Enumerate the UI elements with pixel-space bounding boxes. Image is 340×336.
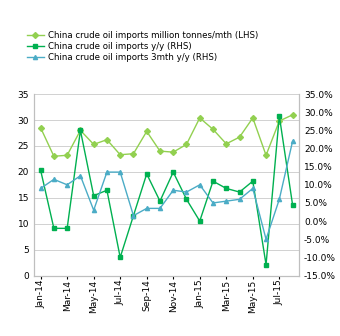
China crude oil imports 3mth y/y (RHS) — [145, 206, 149, 210]
China crude oil imports y/y (RHS) — [158, 199, 162, 203]
China crude oil imports 3mth y/y (RHS) — [39, 186, 43, 191]
China crude oil imports y/y (RHS) — [237, 190, 241, 194]
China crude oil imports y/y (RHS) — [92, 194, 96, 198]
China crude oil imports 3mth y/y (RHS) — [65, 183, 69, 187]
China crude oil imports million tonnes/mth (LHS) — [290, 113, 294, 117]
China crude oil imports y/y (RHS) — [78, 128, 82, 132]
China crude oil imports million tonnes/mth (LHS) — [224, 142, 228, 146]
China crude oil imports y/y (RHS) — [65, 226, 69, 230]
China crude oil imports million tonnes/mth (LHS) — [264, 153, 268, 157]
China crude oil imports 3mth y/y (RHS) — [131, 214, 135, 218]
China crude oil imports million tonnes/mth (LHS) — [105, 138, 109, 142]
China crude oil imports 3mth y/y (RHS) — [277, 197, 282, 201]
China crude oil imports 3mth y/y (RHS) — [251, 186, 255, 191]
China crude oil imports 3mth y/y (RHS) — [290, 139, 294, 143]
China crude oil imports y/y (RHS) — [224, 186, 228, 191]
China crude oil imports y/y (RHS) — [211, 179, 215, 183]
China crude oil imports y/y (RHS) — [251, 179, 255, 183]
China crude oil imports 3mth y/y (RHS) — [171, 188, 175, 192]
China crude oil imports y/y (RHS) — [198, 219, 202, 223]
China crude oil imports 3mth y/y (RHS) — [224, 199, 228, 203]
China crude oil imports 3mth y/y (RHS) — [78, 174, 82, 178]
China crude oil imports million tonnes/mth (LHS) — [184, 142, 188, 146]
China crude oil imports 3mth y/y (RHS) — [264, 237, 268, 241]
China crude oil imports y/y (RHS) — [52, 226, 56, 230]
China crude oil imports million tonnes/mth (LHS) — [131, 152, 135, 156]
China crude oil imports y/y (RHS) — [277, 114, 282, 118]
China crude oil imports million tonnes/mth (LHS) — [251, 116, 255, 120]
China crude oil imports 3mth y/y (RHS) — [92, 208, 96, 212]
Line: China crude oil imports 3mth y/y (RHS): China crude oil imports 3mth y/y (RHS) — [38, 139, 295, 241]
China crude oil imports 3mth y/y (RHS) — [158, 206, 162, 210]
China crude oil imports 3mth y/y (RHS) — [52, 177, 56, 181]
China crude oil imports million tonnes/mth (LHS) — [277, 119, 282, 123]
China crude oil imports million tonnes/mth (LHS) — [237, 135, 241, 139]
China crude oil imports million tonnes/mth (LHS) — [92, 142, 96, 146]
China crude oil imports y/y (RHS) — [184, 197, 188, 201]
China crude oil imports million tonnes/mth (LHS) — [118, 153, 122, 157]
China crude oil imports y/y (RHS) — [131, 214, 135, 218]
China crude oil imports 3mth y/y (RHS) — [118, 170, 122, 174]
Line: China crude oil imports y/y (RHS): China crude oil imports y/y (RHS) — [38, 114, 295, 267]
China crude oil imports million tonnes/mth (LHS) — [65, 153, 69, 157]
China crude oil imports million tonnes/mth (LHS) — [198, 116, 202, 120]
China crude oil imports y/y (RHS) — [264, 263, 268, 267]
China crude oil imports y/y (RHS) — [145, 172, 149, 176]
China crude oil imports 3mth y/y (RHS) — [105, 170, 109, 174]
China crude oil imports y/y (RHS) — [39, 168, 43, 172]
China crude oil imports y/y (RHS) — [171, 170, 175, 174]
China crude oil imports 3mth y/y (RHS) — [237, 197, 241, 201]
China crude oil imports million tonnes/mth (LHS) — [52, 154, 56, 158]
China crude oil imports million tonnes/mth (LHS) — [145, 129, 149, 133]
China crude oil imports 3mth y/y (RHS) — [198, 183, 202, 187]
China crude oil imports million tonnes/mth (LHS) — [158, 149, 162, 153]
China crude oil imports y/y (RHS) — [105, 188, 109, 192]
China crude oil imports million tonnes/mth (LHS) — [211, 127, 215, 131]
China crude oil imports y/y (RHS) — [118, 255, 122, 259]
China crude oil imports million tonnes/mth (LHS) — [171, 150, 175, 154]
China crude oil imports 3mth y/y (RHS) — [211, 201, 215, 205]
China crude oil imports million tonnes/mth (LHS) — [78, 128, 82, 132]
Legend: China crude oil imports million tonnes/mth (LHS), China crude oil imports y/y (R: China crude oil imports million tonnes/m… — [25, 30, 260, 64]
China crude oil imports y/y (RHS) — [290, 203, 294, 207]
China crude oil imports 3mth y/y (RHS) — [184, 190, 188, 194]
Line: China crude oil imports million tonnes/mth (LHS): China crude oil imports million tonnes/m… — [38, 113, 295, 158]
China crude oil imports million tonnes/mth (LHS) — [39, 126, 43, 130]
